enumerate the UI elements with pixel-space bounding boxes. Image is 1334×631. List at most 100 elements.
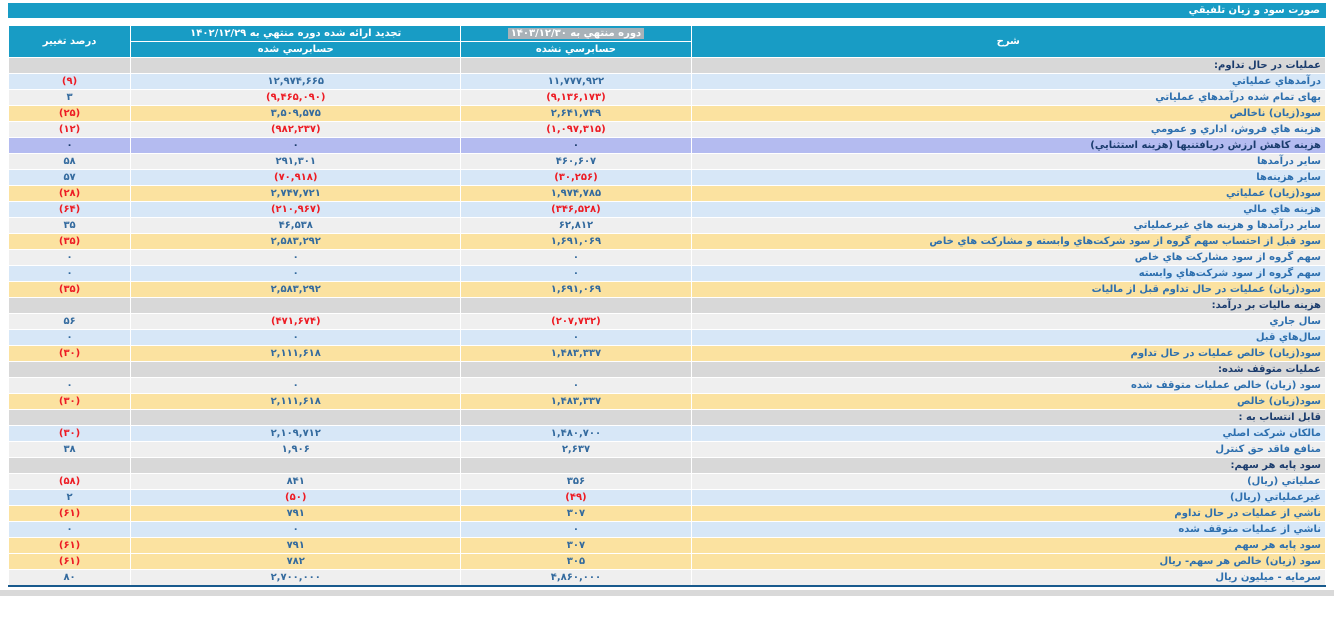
row-label: قابل انتساب به : bbox=[690, 409, 1327, 426]
value-percent-change: ۵۶ bbox=[7, 313, 132, 330]
table-row: ناشي از عمليات در حال تداوم ۳۰۷ ۷۹۱ (۶۱) bbox=[7, 505, 1327, 522]
value-percent-change: (۵۸) bbox=[7, 473, 132, 490]
value-prior-period: ۷۹۱ bbox=[130, 505, 462, 522]
value-prior-period: (۷۰,۹۱۸) bbox=[130, 169, 462, 186]
row-label: بهای تمام شده درآمدهاي عملياتي bbox=[690, 89, 1327, 106]
value-current-period: ۱,۴۸۰,۷۰۰ bbox=[460, 425, 692, 442]
value-prior-period: ۱,۹۰۶ bbox=[130, 441, 462, 458]
table-body: عملیات در حال تداوم: درآمدهاي عملياتي ۱۱,۷… bbox=[7, 57, 1327, 587]
row-label: ساير هزينه‌ها bbox=[690, 169, 1327, 186]
value-percent-change: ۰ bbox=[7, 249, 132, 266]
table-row: ساير درآمدها ۴۶۰,۶۰۷ ۲۹۱,۳۰۱ ۵۸ bbox=[7, 153, 1327, 170]
value-current-period: (۳۴۶,۵۲۸) bbox=[460, 201, 692, 218]
value-prior-period: ۲۹۱,۳۰۱ bbox=[130, 153, 462, 170]
table-row: سال‌هاي قبل ۰ ۰ ۰ bbox=[7, 329, 1327, 346]
row-label: سود(زيان) ناخالص bbox=[690, 105, 1327, 122]
value-percent-change: ۵۸ bbox=[7, 153, 132, 170]
value-prior-period: ۰ bbox=[130, 521, 462, 538]
value-current-period: ۳۵۶ bbox=[460, 473, 692, 490]
value-current-period: ۲,۶۴۱,۷۴۹ bbox=[460, 105, 692, 122]
value-current-period: ۱,۴۸۳,۳۳۷ bbox=[460, 345, 692, 362]
table-row: هزينه هاي مالي (۳۴۶,۵۲۸) (۲۱۰,۹۶۷) (۶۴) bbox=[7, 201, 1327, 218]
row-label: سال‌هاي قبل bbox=[690, 329, 1327, 346]
row-label: سود(زيان) خالص bbox=[690, 393, 1327, 410]
table-row: سود(زيان) خالص عمليات در حال تداوم ۱,۴۸۳,… bbox=[7, 345, 1327, 362]
table-row: غيرعملياتي (ريال) (۴۹) (۵۰) ۲ bbox=[7, 489, 1327, 506]
value-percent-change: (۶۱) bbox=[7, 505, 132, 522]
value-prior-period: ۴۶,۵۳۸ bbox=[130, 217, 462, 234]
value-percent-change: ۰ bbox=[7, 377, 132, 394]
row-label: ساير درآمدها bbox=[690, 153, 1327, 170]
value-prior-period: ۲,۵۸۳,۲۹۲ bbox=[130, 233, 462, 250]
table-row: سرمايه - ميليون ريال ۴,۸۶۰,۰۰۰ ۲,۷۰۰,۰۰۰ ۸۰ bbox=[7, 569, 1327, 587]
value-prior-period bbox=[130, 297, 462, 314]
value-prior-period: ۰ bbox=[130, 329, 462, 346]
value-current-period bbox=[460, 361, 692, 378]
value-current-period: ۳۰۷ bbox=[460, 537, 692, 554]
row-label: هزينه هاي مالي bbox=[690, 201, 1327, 218]
value-current-period: (۲۰۷,۷۳۲) bbox=[460, 313, 692, 330]
value-percent-change: (۶۴) bbox=[7, 201, 132, 218]
table-row: ناشي از عمليات متوقف شده ۰ ۰ ۰ bbox=[7, 521, 1327, 538]
value-prior-period: ۰ bbox=[130, 377, 462, 394]
row-label: سود(زيان) خالص عمليات در حال تداوم bbox=[690, 345, 1327, 362]
table-row: منافع فاقد حق كنترل ۲,۶۳۷ ۱,۹۰۶ ۳۸ bbox=[7, 441, 1327, 458]
row-label: عملیات در حال تداوم: bbox=[690, 57, 1327, 74]
value-current-period: (۹,۱۳۶,۱۷۳) bbox=[460, 89, 692, 106]
value-percent-change: (۳۰) bbox=[7, 425, 132, 442]
row-label: سود (زيان) خالص عمليات متوقف شده bbox=[690, 377, 1327, 394]
section-row: سود پايه هر سهم: bbox=[7, 457, 1327, 474]
table-row: عملياتي (ريال) ۳۵۶ ۸۴۱ (۵۸) bbox=[7, 473, 1327, 490]
header-period-current: دوره منتهي به ۱۴۰۳/۱۲/۳۰ bbox=[460, 25, 692, 42]
value-current-period: ۰ bbox=[460, 377, 692, 394]
value-percent-change bbox=[7, 57, 132, 74]
value-percent-change: ۰ bbox=[7, 329, 132, 346]
row-label: درآمدهاي عملياتي bbox=[690, 73, 1327, 90]
value-percent-change: (۲۸) bbox=[7, 185, 132, 202]
value-prior-period bbox=[130, 457, 462, 474]
table-row: سود پايه هر سهم ۳۰۷ ۷۹۱ (۶۱) bbox=[7, 537, 1327, 554]
value-prior-period: ۰ bbox=[130, 265, 462, 282]
value-prior-period: (۴۷۱,۶۷۴) bbox=[130, 313, 462, 330]
value-prior-period: ۳,۵۰۹,۵۷۵ bbox=[130, 105, 462, 122]
value-percent-change: (۲۵) bbox=[7, 105, 132, 122]
value-prior-period: ۲,۷۰۰,۰۰۰ bbox=[130, 569, 462, 587]
value-prior-period: ۷۹۱ bbox=[130, 537, 462, 554]
table-row: سود(زيان) عملياتي ۱,۹۷۴,۷۸۵ ۲,۷۴۷,۷۲۱ (۲۸) bbox=[7, 185, 1327, 202]
header-percent-change: درصد تغيير bbox=[7, 25, 132, 58]
value-percent-change: ۳ bbox=[7, 89, 132, 106]
value-prior-period: ۲,۱۱۱,۶۱۸ bbox=[130, 345, 462, 362]
value-percent-change bbox=[7, 297, 132, 314]
value-current-period: ۶۲,۸۱۲ bbox=[460, 217, 692, 234]
row-label: هزينه هاي فروش، اداري و عمومي bbox=[690, 121, 1327, 138]
table-row: سود(زيان) ناخالص ۲,۶۴۱,۷۴۹ ۳,۵۰۹,۵۷۵ (۲۵) bbox=[7, 105, 1327, 122]
row-label: غيرعملياتي (ريال) bbox=[690, 489, 1327, 506]
row-label: سود پايه هر سهم bbox=[690, 537, 1327, 554]
value-prior-period: ۰ bbox=[130, 249, 462, 266]
table-row: سود(زيان) عمليات در حال تداوم قبل از مال… bbox=[7, 281, 1327, 298]
value-current-period: ۱,۹۷۴,۷۸۵ bbox=[460, 185, 692, 202]
section-row: هزينه ماليات بر درآمد: bbox=[7, 297, 1327, 314]
value-current-period: ۲,۶۳۷ bbox=[460, 441, 692, 458]
value-percent-change bbox=[7, 409, 132, 426]
value-prior-period: ۲,۵۸۳,۲۹۲ bbox=[130, 281, 462, 298]
value-prior-period: (۹,۴۶۵,۰۹۰) bbox=[130, 89, 462, 106]
section-row: قابل انتساب به : bbox=[7, 409, 1327, 426]
row-label: ساير درآمدها و هزينه هاي غيرعملياتي bbox=[690, 217, 1327, 234]
value-current-period bbox=[460, 297, 692, 314]
value-current-period: ۱,۶۹۱,۰۶۹ bbox=[460, 281, 692, 298]
table-row: سود(زيان) خالص ۱,۴۸۳,۳۳۷ ۲,۱۱۱,۶۱۸ (۳۰) bbox=[7, 393, 1327, 410]
table-row: سهم گروه از سود شركت‌هاي وابسته ۰ ۰ ۰ bbox=[7, 265, 1327, 282]
table-header: شرح دوره منتهي به ۱۴۰۳/۱۲/۳۰ تجديد ارائه… bbox=[7, 25, 1327, 58]
row-label: عمليات متوقف شده: bbox=[690, 361, 1327, 378]
table-row: سود (زيان) خالص عمليات متوقف شده ۰ ۰ ۰ bbox=[7, 377, 1327, 394]
value-current-period: ۰ bbox=[460, 521, 692, 538]
row-label: هزينه كاهش ارزش دريافتنيها (هزينه استثنا… bbox=[690, 137, 1327, 154]
table-row: مالكان شركت اصلي ۱,۴۸۰,۷۰۰ ۲,۱۰۹,۷۱۲ (۳۰) bbox=[7, 425, 1327, 442]
value-current-period: ۰ bbox=[460, 329, 692, 346]
page-bottom-strip bbox=[0, 590, 1334, 596]
value-prior-period: ۲,۱۰۹,۷۱۲ bbox=[130, 425, 462, 442]
table-row: هزينه هاي فروش، اداري و عمومي (۱,۰۹۷,۳۱۵)… bbox=[7, 121, 1327, 138]
value-percent-change: ۳۸ bbox=[7, 441, 132, 458]
value-percent-change: (۱۲) bbox=[7, 121, 132, 138]
